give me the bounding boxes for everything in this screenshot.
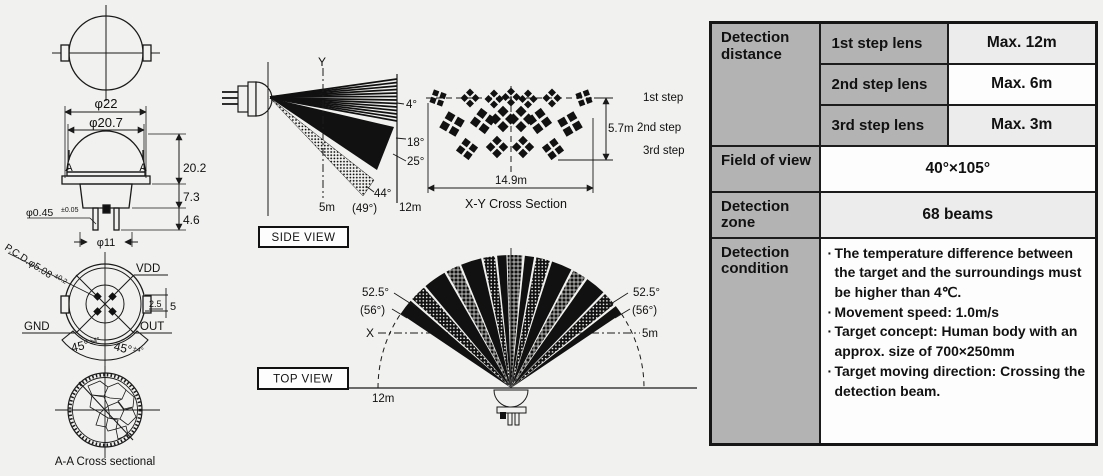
side-view-box-label: SIDE VIEW	[272, 232, 336, 244]
side-view-beam-diagram	[222, 62, 407, 216]
dim-phi0-45-tol: ±0.05	[61, 207, 79, 214]
spec-table: Detection distance 1st step lens Max. 12…	[709, 21, 1098, 446]
table-row: Detection distance 1st step lens Max. 12…	[709, 21, 1098, 147]
x-axis-label: X	[366, 326, 374, 340]
detection-distance-label: Detection distance	[709, 21, 821, 147]
section-a-right: A	[139, 162, 147, 174]
step3-label: 3rd step	[643, 145, 685, 157]
beam-fan	[400, 255, 622, 388]
left-angle-52-5: 52.5°	[362, 287, 389, 299]
dist-5m-top: 5m	[642, 328, 658, 340]
step2-label: 2nd step	[637, 122, 681, 134]
xy-caption: X-Y Cross Section	[465, 197, 567, 211]
lens-3rd-step-value: Max. 3m	[946, 103, 1098, 147]
condition-bullet: The temperature difference between the t…	[828, 244, 1092, 303]
dist-12m-top: 12m	[372, 393, 394, 405]
lens-1st-step-value: Max. 12m	[946, 21, 1098, 65]
dim-phi22: φ22	[95, 96, 118, 111]
detection-condition-label: Detection condition	[709, 236, 821, 446]
dim-2-5: 2.5	[149, 299, 162, 309]
step1-label: 1st step	[643, 92, 683, 104]
dim-7-3: 7.3	[183, 190, 200, 204]
lens-3rd-step-label: 3rd step lens	[818, 103, 949, 147]
right-angle-56: (56°)	[632, 305, 657, 317]
y-axis-label: Y	[318, 55, 326, 69]
angle-4: 4°	[406, 99, 417, 111]
table-row: 3rd step lens Max. 3m	[711, 103, 1098, 147]
detection-zone-label: Detection zone	[709, 190, 821, 239]
top-view-box-label: TOP VIEW	[273, 374, 333, 386]
table-row: Detection condition The temperature diff…	[709, 236, 1098, 446]
angle-45-left-tol: ±4°	[88, 336, 100, 346]
top-view-beam-diagram	[340, 248, 697, 426]
xy-cross-section-diagram	[424, 84, 613, 193]
dim-phi20-7: φ20.7	[89, 115, 123, 130]
dim-pcd-tol: ±0.2	[53, 272, 68, 285]
condition-bullet: Target moving direction: Crossing the de…	[828, 362, 1092, 401]
side-view-labels: Y 4° 18° 25° 44° (49°) 5m 12m	[318, 55, 424, 215]
beam-spots-step3	[453, 135, 567, 163]
pin-vdd: VDD	[136, 263, 160, 275]
specification-table: Detection distance 1st step lens Max. 12…	[709, 21, 1098, 446]
table-row: Detection zone 68 beams	[709, 190, 1098, 239]
aa-cross-section-drawing	[55, 366, 160, 458]
front-view-labels: φ22 φ20.7 A A 20.2 7.3 4.6 φ0.45 ±0.05 φ…	[26, 96, 207, 249]
xy-section-labels: 5.7m 14.9m X-Y Cross Section 1st step 2n…	[465, 92, 685, 211]
top-view-box: TOP VIEW	[257, 367, 349, 390]
lens-2nd-step-value: Max. 6m	[946, 62, 1098, 106]
detection-zone-value: 68 beams	[818, 190, 1098, 239]
angle-25: 25°	[407, 156, 424, 168]
side-view-box: SIDE VIEW	[258, 226, 349, 248]
xy-height: 5.7m	[608, 123, 634, 135]
pinout-drawing	[7, 252, 172, 370]
top-view-drawing	[52, 5, 160, 101]
angle-44: 44°	[374, 188, 391, 200]
detection-condition-value: The temperature difference between the t…	[818, 236, 1098, 446]
table-row: 2nd step lens Max. 6m	[711, 62, 1098, 106]
pin-gnd: GND	[24, 321, 50, 333]
field-of-view-label: Field of view	[709, 144, 821, 193]
angle-18: 18°	[407, 137, 424, 149]
pin-out: OUT	[140, 321, 164, 333]
lens-2nd-step-label: 2nd step lens	[818, 62, 949, 106]
left-angle-56: (56°)	[360, 305, 385, 317]
section-a-left: A	[65, 162, 73, 174]
angle-45-right: 45°	[112, 339, 133, 357]
field-of-view-value: 40°×105°	[818, 144, 1098, 193]
xy-width: 14.9m	[495, 175, 527, 187]
dim-20-2: 20.2	[183, 161, 207, 175]
detection-condition-bullets: The temperature difference between the t…	[828, 244, 1092, 402]
table-row: Field of view 40°×105°	[709, 144, 1098, 193]
right-angle-52-5: 52.5°	[633, 287, 660, 299]
dist-5m: 5m	[319, 202, 335, 214]
condition-bullet: Target concept: Human body with an appro…	[828, 322, 1092, 361]
aa-caption: A-A Cross sectional	[55, 456, 155, 468]
angle-45-left: 45°	[70, 337, 91, 355]
dim-5: 5	[170, 301, 176, 313]
diagram-canvas: φ22 φ20.7 A A 20.2 7.3 4.6 φ0.45 ±0.05 φ…	[2, 5, 697, 468]
angle-49: (49°)	[352, 203, 377, 215]
condition-bullet: Movement speed: 1.0m/s	[828, 303, 1092, 323]
front-view-drawing	[27, 106, 186, 247]
top-view-labels: 52.5° (56°) 52.5° (56°) X 5m 12m	[360, 287, 660, 405]
pinout-labels: VDD GND OUT 2.5 5 P.C.D.φ5.08 ±0.2 45° ±…	[2, 242, 176, 357]
dim-pcd: P.C.D.φ5.08	[2, 242, 54, 281]
sensor-icon-top-view	[493, 389, 529, 426]
lens-1st-step-label: 1st step lens	[818, 21, 949, 65]
dim-phi11: φ11	[97, 237, 116, 249]
dim-4-6: 4.6	[183, 213, 200, 227]
dim-phi0-45: φ0.45	[26, 207, 53, 219]
angle-45-right-tol: ±4°	[132, 345, 144, 355]
dist-12m: 12m	[399, 202, 421, 214]
